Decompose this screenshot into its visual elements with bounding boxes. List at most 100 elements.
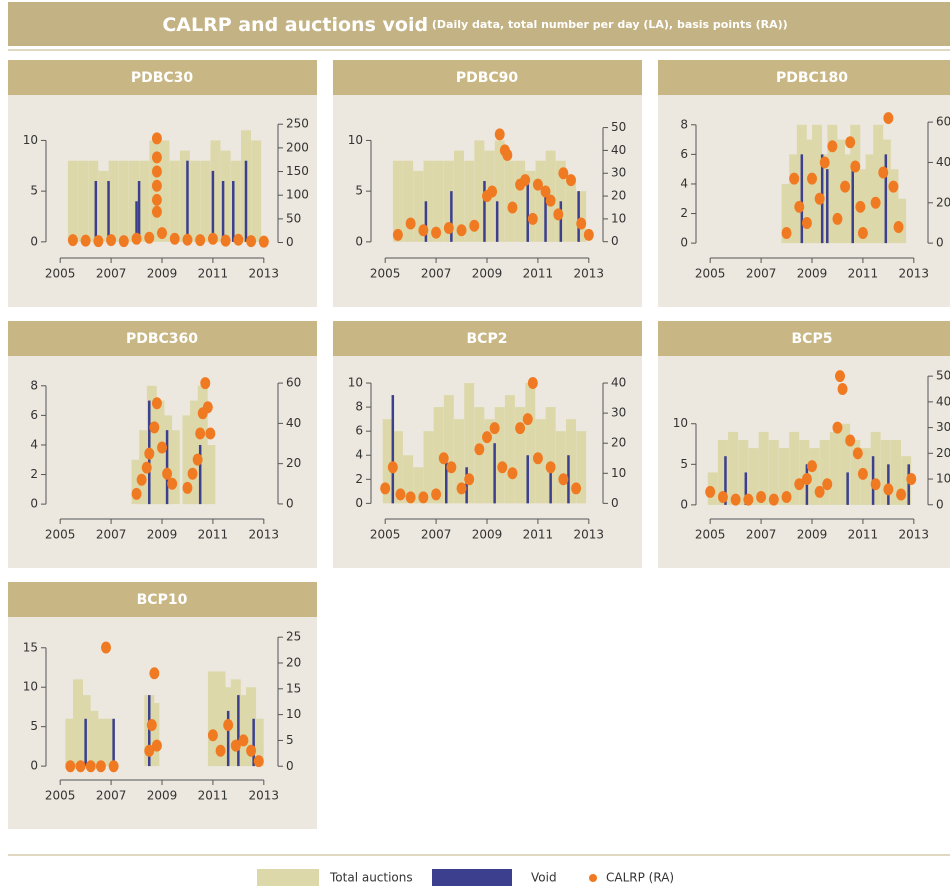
total-bar [95,718,106,767]
calrp-point [888,180,899,193]
total-bar [88,160,99,242]
total-bar [891,439,901,505]
calrp-point [794,200,805,213]
y-tick-label: 10 [348,376,363,390]
total-bar [220,150,231,242]
calrp-point [187,467,198,480]
calrp-point [151,205,162,218]
void-bar [84,718,87,767]
calrp-point [540,185,551,198]
total-bar [210,140,221,242]
calrp-point [532,178,543,191]
total-bar [200,160,211,242]
y-tick-label: 5 [355,184,363,198]
y2-tick-label: 0 [936,236,944,250]
calrp-point [182,233,193,246]
panel-title: BCP2 [467,331,508,347]
x-tick-label: 2013 [574,528,605,542]
void-bar [135,201,138,242]
calrp-point [418,224,429,237]
total-bar [494,407,505,504]
total-bar [67,160,78,242]
calrp-point [95,760,106,773]
void-bar [237,695,240,767]
total-bar [474,140,485,242]
y-tick-label: 0 [680,236,688,250]
total-bar [443,395,454,504]
void-bar [450,191,453,242]
calrp-point [756,491,767,504]
void-bar [198,444,202,505]
total-bar [403,455,414,504]
total-bar [118,160,129,242]
calrp-point [405,217,416,230]
total-bar [781,183,792,244]
x-tick-label: 2011 [523,267,554,281]
total-bar [748,448,759,505]
y2-tick-label: 25 [286,630,301,644]
total-bar [230,679,241,767]
total-bar [738,439,749,505]
total-bar [829,431,840,505]
calrp-point [522,413,533,426]
y2-tick-label: 50 [936,369,950,383]
calrp-point [144,231,155,244]
y2-tick-label: 30 [611,166,626,180]
x-tick-label: 2009 [797,528,828,542]
calrp-point [832,421,843,434]
void-bar [544,191,547,242]
total-bar [190,400,201,505]
calrp-point [151,179,162,192]
calrp-point [223,718,234,731]
y2-tick-label: 30 [611,406,626,420]
calrp-point [469,219,480,232]
panel-header [333,321,642,356]
calrp-point [258,235,269,248]
void-bar [94,181,98,242]
void-bar [724,456,727,505]
total-bar [504,395,515,504]
total-bar [103,718,114,767]
calrp-point [717,491,728,504]
total-bar [159,140,170,242]
calrp-point [446,461,457,474]
calrp-point [906,473,917,486]
y2-tick-label: 0 [611,496,619,510]
panel-title: PDBC360 [126,331,198,347]
panel-body [8,617,317,829]
y2-tick-label: 20 [936,195,950,209]
void-bar [226,710,230,767]
total-bar [835,139,845,244]
calrp-point [118,235,129,248]
calrp-point [167,477,178,490]
total-bar [251,140,262,242]
panel-header [8,60,317,95]
calrp-point [837,383,848,396]
calrp-point [169,232,180,245]
calrp-point [202,401,213,414]
y-tick-label: 0 [680,497,688,511]
calrp-point [850,160,861,173]
void-bar [252,718,255,767]
calrp-point [195,427,206,440]
calrp-point [146,718,157,731]
panel-header [8,582,317,617]
total-bar [809,448,820,505]
y-tick-label: 8 [680,117,688,131]
y-tick-label: 6 [355,424,363,438]
void-bar [493,443,496,504]
panel-title: PDBC30 [131,70,194,86]
calrp-point [136,473,147,486]
total-bar [812,124,823,244]
y2-tick-label: 10 [611,211,626,225]
calrp-point [65,760,76,773]
total-bar [840,423,851,505]
total-bar [182,415,193,505]
total-bar [423,431,434,504]
calrp-point [730,493,741,506]
y2-tick-label: 20 [286,655,301,669]
calrp-point [835,370,845,383]
total-bar [515,160,526,242]
legend-label: Void [531,871,557,885]
calrp-point [431,226,442,239]
